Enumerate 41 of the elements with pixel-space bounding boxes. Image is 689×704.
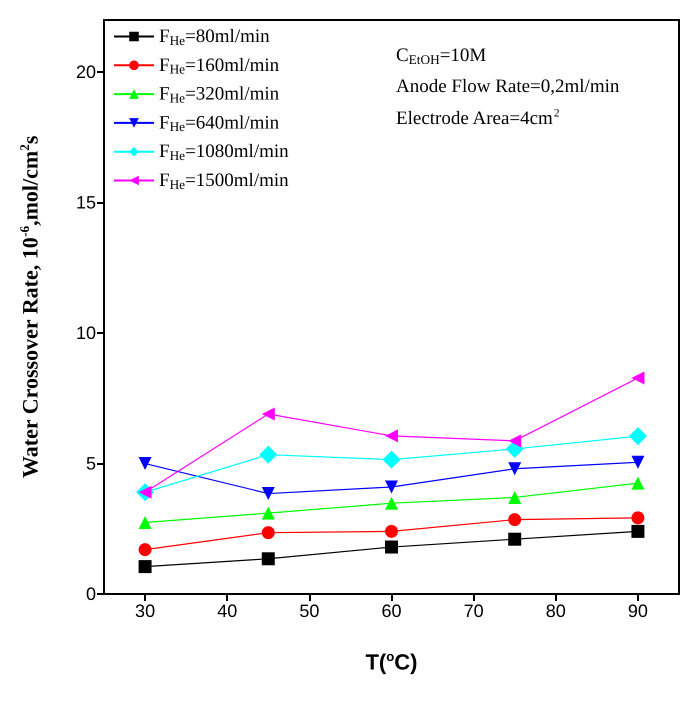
point — [508, 513, 522, 526]
point — [385, 480, 398, 494]
point — [138, 457, 152, 470]
y-tick-label: 10 — [76, 323, 96, 344]
x-tick-label: 70 — [464, 601, 484, 621]
point — [631, 371, 644, 384]
y-tick-label: 20 — [76, 62, 96, 82]
x-tick-label: 40 — [217, 601, 238, 621]
point — [385, 496, 398, 510]
point — [138, 543, 152, 556]
point — [508, 434, 522, 448]
x-tick-label: 30 — [135, 601, 156, 621]
y-axis-title: Water Crossover Rate, 10-6,mol/cm2s — [17, 135, 42, 478]
point — [262, 506, 275, 520]
point — [628, 427, 647, 446]
point — [631, 511, 644, 524]
y-tick-label: 5 — [86, 454, 96, 474]
point — [508, 490, 522, 504]
point — [262, 526, 275, 540]
point — [508, 532, 522, 546]
point — [262, 487, 275, 500]
y-tick-label: 15 — [76, 192, 96, 213]
point — [262, 552, 275, 566]
x-tick-label: 60 — [381, 601, 402, 621]
annotation: Anode Flow Rate=0,2ml/min — [396, 76, 620, 97]
y-tick-label: 0 — [86, 584, 96, 604]
point — [138, 560, 152, 574]
point — [631, 476, 644, 490]
point — [382, 450, 400, 469]
point — [508, 462, 522, 476]
x-tick-label: 80 — [546, 601, 566, 621]
point — [385, 540, 398, 554]
point — [385, 524, 398, 538]
point — [631, 524, 644, 538]
point — [385, 429, 398, 442]
point — [138, 516, 152, 530]
point — [259, 446, 278, 464]
x-tick-label: 90 — [628, 601, 648, 621]
x-tick-label: 50 — [299, 601, 320, 621]
point — [262, 407, 275, 420]
point — [631, 456, 644, 469]
